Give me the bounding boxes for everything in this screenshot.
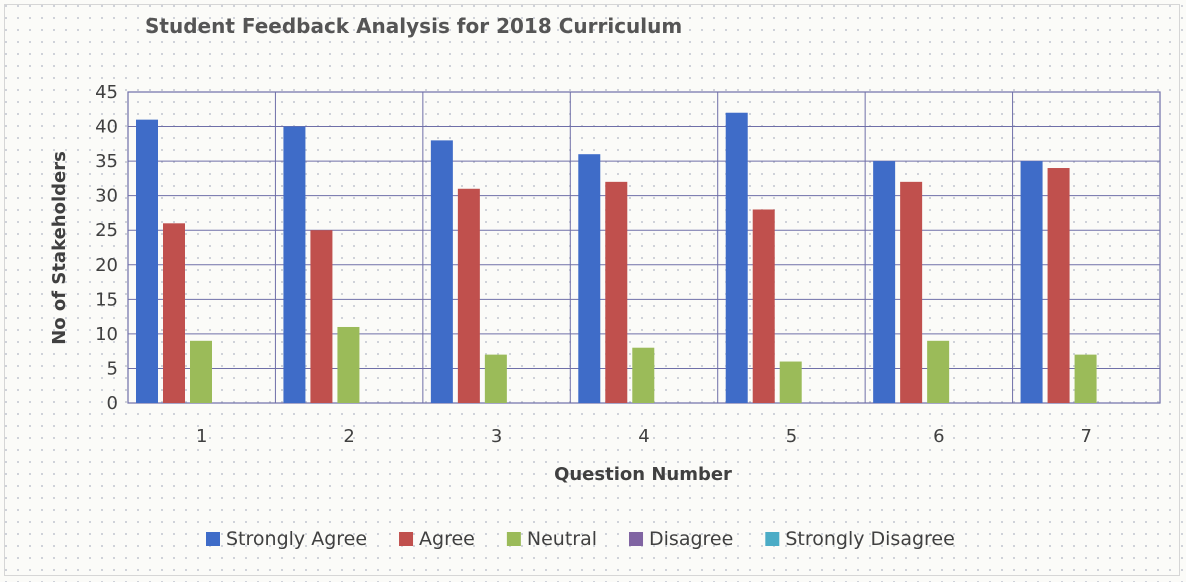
y-tick-label: 20 xyxy=(95,255,118,276)
y-tick-label: 30 xyxy=(95,186,118,207)
y-axis-title: No of Stakeholders xyxy=(49,151,70,345)
bar xyxy=(163,223,185,403)
legend-swatch xyxy=(506,532,521,546)
y-tick-label: 45 xyxy=(95,82,118,103)
bar xyxy=(1047,168,1070,403)
legend-label: Agree xyxy=(419,528,475,550)
y-axis-ticks: 0 5 10 15 20 25 30 35 40 45 xyxy=(95,82,118,414)
y-tick-label: 35 xyxy=(95,151,118,172)
x-tick-label: 6 xyxy=(933,426,944,447)
y-tick-label: 15 xyxy=(95,289,118,310)
x-tick-label: 4 xyxy=(638,426,649,447)
bars xyxy=(136,112,1097,404)
bar xyxy=(484,354,507,403)
bar xyxy=(1074,354,1097,403)
legend-label: Disagree xyxy=(649,528,733,550)
legend-swatch xyxy=(765,532,780,546)
x-tick-label: 3 xyxy=(491,426,502,447)
legend-swatch xyxy=(399,532,414,546)
bar xyxy=(927,340,950,403)
bar xyxy=(578,154,601,403)
bar xyxy=(725,112,748,403)
legend-label: Strongly Disagree xyxy=(785,528,954,550)
bar xyxy=(430,140,453,403)
legend-swatch xyxy=(629,532,644,546)
gridlines xyxy=(127,91,1161,404)
y-tick-label: 0 xyxy=(107,393,118,414)
bar xyxy=(1020,161,1043,403)
chart-title: Student Feedback Analysis for 2018 Curri… xyxy=(145,14,682,38)
x-axis-ticks: 1 2 3 4 5 6 7 xyxy=(196,426,1092,447)
bar xyxy=(900,181,923,403)
x-tick-label: 1 xyxy=(196,426,207,447)
bar xyxy=(136,119,158,404)
legend-swatch xyxy=(206,532,220,546)
x-tick-label: 2 xyxy=(343,426,354,447)
bar xyxy=(779,361,802,403)
x-axis-title: Question Number xyxy=(554,464,732,485)
bar xyxy=(283,126,306,404)
bar xyxy=(190,340,212,403)
bar xyxy=(632,347,655,403)
y-tick-label: 40 xyxy=(95,117,118,138)
legend: Strongly Agree Agree Neutral Disagree Strong… xyxy=(206,528,955,550)
y-tick-label: 25 xyxy=(95,220,118,241)
bar xyxy=(873,161,896,403)
x-tick-label: 5 xyxy=(786,426,797,447)
legend-label: Strongly Agree xyxy=(226,528,367,550)
chart-frame xyxy=(4,4,1180,576)
y-tick-label: 5 xyxy=(107,358,118,379)
bar xyxy=(752,209,775,403)
bar xyxy=(337,326,360,403)
bar xyxy=(605,181,628,403)
legend-label: Neutral xyxy=(527,528,597,550)
bar xyxy=(310,230,333,403)
x-tick-label: 7 xyxy=(1081,426,1092,447)
bar xyxy=(457,188,480,403)
y-tick-label: 10 xyxy=(95,324,118,345)
